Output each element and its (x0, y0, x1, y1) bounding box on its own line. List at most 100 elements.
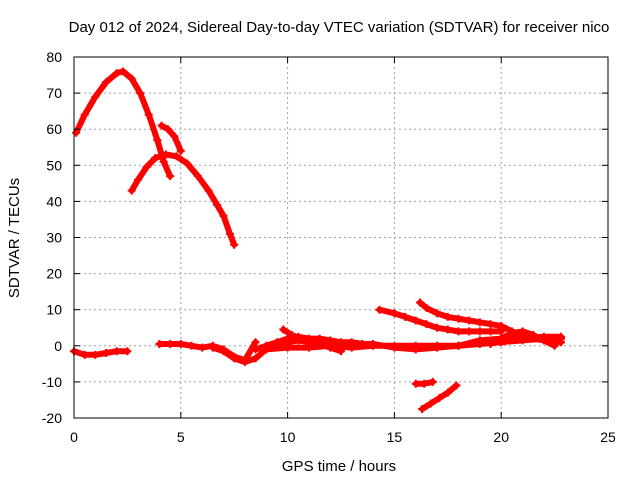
series-arc-11 (375, 305, 506, 336)
data-point (465, 316, 474, 325)
data-point (304, 336, 313, 345)
data-point (80, 110, 89, 119)
data-point (153, 136, 162, 145)
series-arc-14 (411, 377, 437, 388)
data-point (497, 321, 506, 330)
data-point (369, 339, 378, 348)
data-point (136, 89, 145, 98)
data-point (390, 309, 399, 318)
data-point (557, 338, 566, 347)
data-point (112, 69, 121, 78)
data-point (225, 229, 234, 238)
series-arc-3 (127, 150, 239, 249)
y-tick-label: 40 (46, 193, 62, 209)
series-arc-4 (70, 347, 132, 359)
x-tick-label: 20 (493, 429, 509, 445)
data-point (172, 152, 181, 161)
data-point (176, 146, 185, 155)
data-point (183, 159, 192, 168)
data-point (507, 329, 516, 338)
data-point (251, 345, 260, 354)
y-tick-label: 30 (46, 230, 62, 246)
data-point (422, 303, 431, 312)
data-point (219, 211, 228, 220)
y-tick-label: 20 (46, 266, 62, 282)
series-trace (158, 122, 184, 154)
data-point (418, 404, 427, 413)
data-point (486, 339, 495, 348)
data-point (144, 110, 153, 119)
data-point (401, 312, 410, 321)
data-point (326, 338, 335, 347)
data-point (123, 347, 132, 356)
data-point (251, 338, 260, 347)
data-point (127, 74, 136, 83)
data-point (296, 334, 305, 343)
data-point (166, 339, 175, 348)
data-point (475, 327, 484, 336)
data-point (230, 240, 239, 249)
data-point (279, 325, 288, 334)
data-point (213, 201, 222, 210)
data-point (475, 318, 484, 327)
series-arc-2 (157, 121, 185, 155)
data-point (347, 339, 356, 348)
data-point (91, 350, 100, 359)
data-point (486, 320, 495, 329)
data-point (230, 354, 239, 363)
x-tick-label: 5 (177, 429, 185, 445)
data-point (465, 327, 474, 336)
x-tick-label: 25 (600, 429, 616, 445)
data-point (134, 175, 143, 184)
data-point (283, 343, 292, 352)
data-point (142, 163, 151, 172)
x-tick-label: 0 (70, 429, 78, 445)
data-point (486, 327, 495, 336)
data-point (157, 121, 166, 130)
data-point (198, 343, 207, 352)
data-point (435, 394, 444, 403)
x-axis-label: GPS time / hours (282, 458, 396, 475)
data-point (454, 341, 463, 350)
data-point (251, 354, 260, 363)
x-tick-label: 10 (280, 429, 296, 445)
data-point (262, 345, 271, 354)
data-point (155, 339, 164, 348)
data-point (452, 381, 461, 390)
data-point (454, 327, 463, 336)
data-point (287, 330, 296, 339)
data-point (208, 343, 217, 352)
data-point (411, 316, 420, 325)
data-point (433, 309, 442, 318)
y-tick-label: 80 (46, 49, 62, 65)
data-point (454, 314, 463, 323)
data-point (163, 125, 172, 134)
series-arc-1 (72, 67, 175, 181)
data-point (433, 323, 442, 332)
data-point (411, 345, 420, 354)
chart-title: Day 012 of 2024, Sidereal Day-to-day VTE… (69, 19, 610, 36)
y-tick-label: -20 (42, 410, 62, 426)
data-point (176, 339, 185, 348)
data-point (550, 341, 559, 350)
data-point (159, 157, 168, 166)
data-point (119, 67, 128, 76)
data-point (411, 379, 420, 388)
data-point (443, 388, 452, 397)
data-point (193, 172, 202, 181)
data-point (219, 347, 228, 356)
data-point (518, 327, 527, 336)
series-arc-13 (486, 327, 559, 350)
y-axis-label: SDTVAR / TECUs (6, 178, 23, 298)
data-point (304, 343, 313, 352)
data-point (433, 343, 442, 352)
data-point (187, 341, 196, 350)
data-point (422, 320, 431, 329)
y-tick-label: 10 (46, 302, 62, 318)
y-tick-label: 70 (46, 85, 62, 101)
y-tick-label: 0 (54, 338, 62, 354)
x-tick-label: 15 (387, 429, 403, 445)
data-point (204, 186, 213, 195)
data-point (166, 172, 175, 181)
data-point (375, 305, 384, 314)
